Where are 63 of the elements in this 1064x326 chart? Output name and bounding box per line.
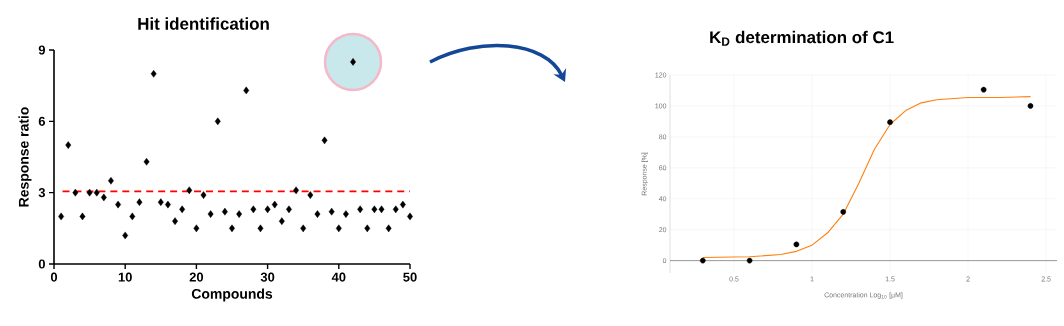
x-tick-label: 40 [331,272,346,282]
point [278,217,285,225]
point [172,217,178,225]
point [207,210,214,218]
x-tick-label: 20 [189,272,204,282]
point [699,257,706,264]
point [86,188,93,197]
point [257,224,264,233]
point [378,205,385,214]
point [364,224,371,233]
point [79,212,86,221]
point [321,136,328,145]
y-axis-title: Response ratio [18,107,32,207]
point [980,86,987,93]
point [307,191,314,199]
point [186,186,193,195]
point [179,205,186,214]
point [887,119,893,125]
point [271,200,278,209]
point [250,205,257,214]
point [221,207,228,216]
point [143,157,150,166]
point [150,69,157,78]
point [193,224,200,233]
point [399,200,406,209]
x-tick-label: 50 [403,272,417,282]
point [136,198,143,206]
point [371,205,378,214]
point [392,205,399,214]
chart-title: Hit identification [138,17,269,30]
x-axis-title: Compounds [191,288,273,302]
point [1027,103,1034,109]
point [793,241,800,248]
chart-title: K$_{D}$ determination of C1 [710,30,894,46]
point [746,257,753,264]
point [343,210,349,218]
x-tick-label: 10 [118,272,132,282]
y-tick-label: 6 [38,116,46,126]
point [200,191,207,199]
point [157,198,164,206]
point [335,224,342,233]
point [236,210,243,218]
point [58,212,65,221]
point [72,188,79,197]
y-tick-label: 9 [38,45,46,55]
x-tick-label: 0 [50,272,58,282]
x-tick-label: 30 [260,272,275,282]
point [840,209,847,215]
point [93,188,100,197]
y-tick-label: 3 [38,188,46,198]
point [243,86,250,95]
point [357,205,364,214]
point [129,212,136,221]
point [264,205,271,214]
point [385,224,392,233]
point [100,193,107,202]
y-tick-label: 0 [38,259,45,269]
point [300,224,307,233]
point [328,207,335,216]
point [314,210,321,218]
point [65,141,72,149]
point [214,117,221,126]
point [122,231,129,240]
